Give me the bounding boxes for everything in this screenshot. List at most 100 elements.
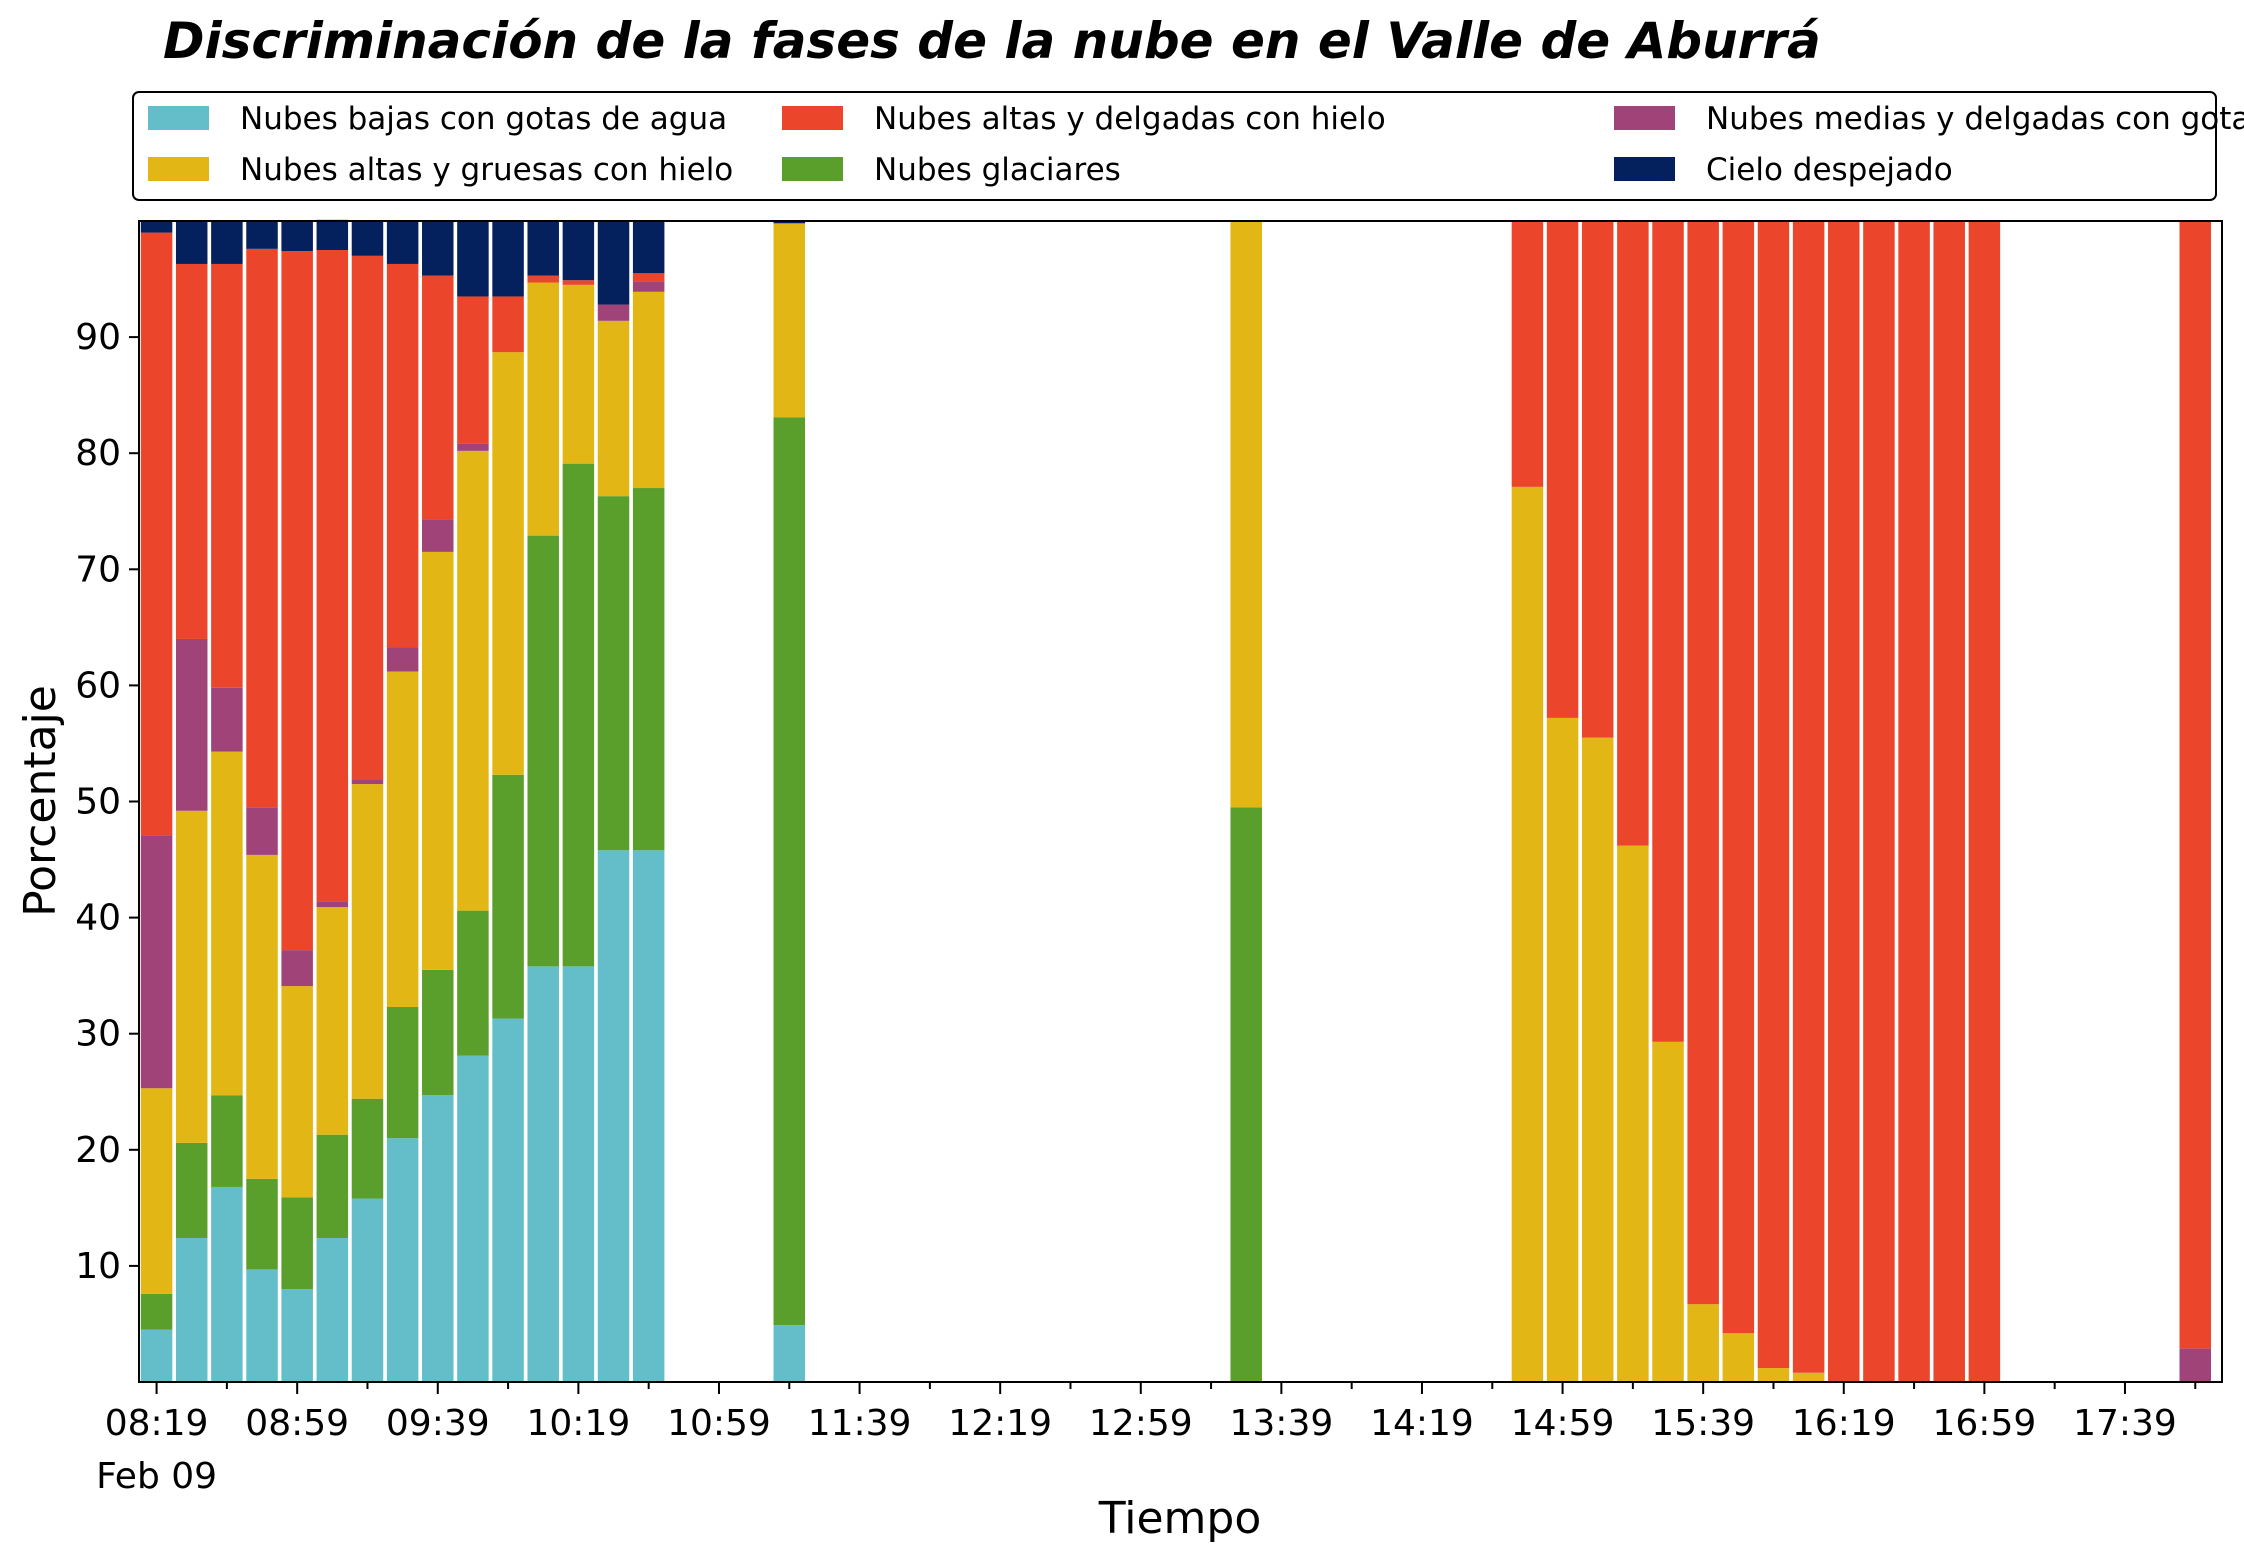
- bar-segment: [211, 263, 243, 688]
- bar-segment: [492, 296, 524, 353]
- bar-segment: [492, 774, 524, 1019]
- bar-segment: [386, 1138, 419, 1382]
- bar-segment: [175, 221, 208, 264]
- bar-segment: [632, 221, 665, 274]
- bar-segment: [1617, 845, 1649, 1382]
- bar-segment: [140, 1329, 173, 1382]
- y-tick-label: 60: [75, 665, 121, 706]
- x-date-label: Feb 09: [96, 1456, 217, 1497]
- bar-segment: [562, 280, 595, 285]
- bar-segment: [773, 221, 806, 224]
- bar-segment: [1687, 1304, 1719, 1382]
- bar-segment: [246, 221, 278, 249]
- bar-segment: [246, 1178, 278, 1270]
- x-tick-label: 14:19: [1370, 1403, 1474, 1444]
- x-axis: 08:19 08:59 09:39 10:19 10:59 11:39 12:19 12:59…: [96, 1382, 2197, 1497]
- bar-segment: [492, 221, 524, 297]
- legend-swatch: [1614, 106, 1675, 130]
- bar-segment: [386, 671, 419, 1007]
- bar-stack: [597, 221, 630, 1382]
- bar-segment: [316, 907, 349, 1135]
- y-tick-label: 10: [75, 1246, 121, 1287]
- x-tick-label: 08:59: [245, 1403, 349, 1444]
- bar-segment: [316, 219, 349, 251]
- bar-segment: [281, 221, 313, 252]
- bar-segment: [2179, 221, 2212, 1349]
- bar-segment: [422, 1095, 454, 1382]
- bar-segment: [1828, 221, 1860, 1382]
- bar-stack: [246, 221, 278, 1382]
- bar-segment: [281, 986, 313, 1198]
- bar-segment: [140, 1293, 173, 1330]
- x-tick-label: 12:19: [948, 1403, 1052, 1444]
- bar-segment: [246, 807, 278, 855]
- bar-segment: [773, 223, 806, 418]
- bar-segment: [562, 221, 595, 281]
- bar-segment: [597, 221, 630, 305]
- bar-segment: [527, 966, 559, 1382]
- bar-segment: [527, 282, 559, 536]
- bar-segment: [1792, 1372, 1825, 1382]
- bar-segment: [281, 251, 313, 951]
- bar-segment: [1968, 221, 2001, 1382]
- bar-segment: [211, 751, 243, 1096]
- bar-segment: [1511, 486, 1544, 1382]
- bar-segment: [386, 221, 419, 264]
- bar-segment: [140, 221, 173, 233]
- bar-segment: [281, 1197, 313, 1290]
- y-tick-label: 50: [75, 782, 121, 823]
- bar-segment: [773, 1325, 806, 1382]
- bar-segment: [351, 221, 384, 256]
- bar-stack: [2179, 221, 2212, 1382]
- bar-stack: [351, 221, 384, 1382]
- bar-segment: [140, 1088, 173, 1294]
- bar-segment: [1757, 1368, 1790, 1382]
- bar-segment: [457, 1055, 489, 1382]
- bar-stack: [1968, 221, 2001, 1382]
- x-tick-label: 15:39: [1651, 1403, 1755, 1444]
- x-tick-label: 16:19: [1792, 1403, 1896, 1444]
- bar-segment: [1898, 221, 1930, 1382]
- bar-segment: [246, 854, 278, 1179]
- bar-segment: [211, 221, 243, 264]
- legend-label: Cielo despejado: [1706, 152, 1953, 188]
- legend-item: Nubes altas y gruesas con hielo: [148, 152, 733, 188]
- bar-segment: [351, 1198, 384, 1382]
- bar-segment: [632, 273, 665, 282]
- bar-segment: [140, 835, 173, 1089]
- legend-swatch: [1614, 157, 1675, 181]
- bar-segment: [246, 248, 278, 808]
- bar-stack: [175, 221, 208, 1382]
- bar-segment: [316, 250, 349, 902]
- bar-stack: [211, 221, 243, 1382]
- bars-layer: [140, 219, 2212, 1382]
- bar-stack: [632, 221, 665, 1382]
- y-tick-label: 30: [75, 1014, 121, 1055]
- bar-segment: [351, 255, 384, 780]
- bar-stack: [773, 221, 806, 1382]
- x-tick-label: 10:59: [667, 1403, 771, 1444]
- bar-segment: [211, 1095, 243, 1187]
- bar-segment: [632, 281, 665, 292]
- bar-segment: [1230, 221, 1262, 808]
- bar-segment: [597, 320, 630, 497]
- bar-segment: [597, 850, 630, 1382]
- bar-segment: [422, 221, 454, 276]
- bar-segment: [1652, 221, 1684, 1042]
- bar-stack: [1722, 221, 1755, 1382]
- bar-segment: [175, 1142, 208, 1239]
- bar-segment: [457, 221, 489, 297]
- bar-stack: [1863, 221, 1895, 1382]
- x-tick-label: 12:59: [1089, 1403, 1193, 1444]
- y-tick-label: 80: [75, 433, 121, 474]
- bar-stack: [562, 221, 595, 1382]
- bar-segment: [1652, 1041, 1684, 1382]
- bar-segment: [1617, 221, 1649, 846]
- bar-stack: [492, 221, 524, 1382]
- x-tick-label: 14:59: [1511, 1403, 1615, 1444]
- bar-segment: [632, 488, 665, 851]
- y-tick-label: 70: [75, 549, 121, 590]
- legend-label: Nubes altas y delgadas con hielo: [874, 101, 1386, 137]
- bar-segment: [281, 1289, 313, 1382]
